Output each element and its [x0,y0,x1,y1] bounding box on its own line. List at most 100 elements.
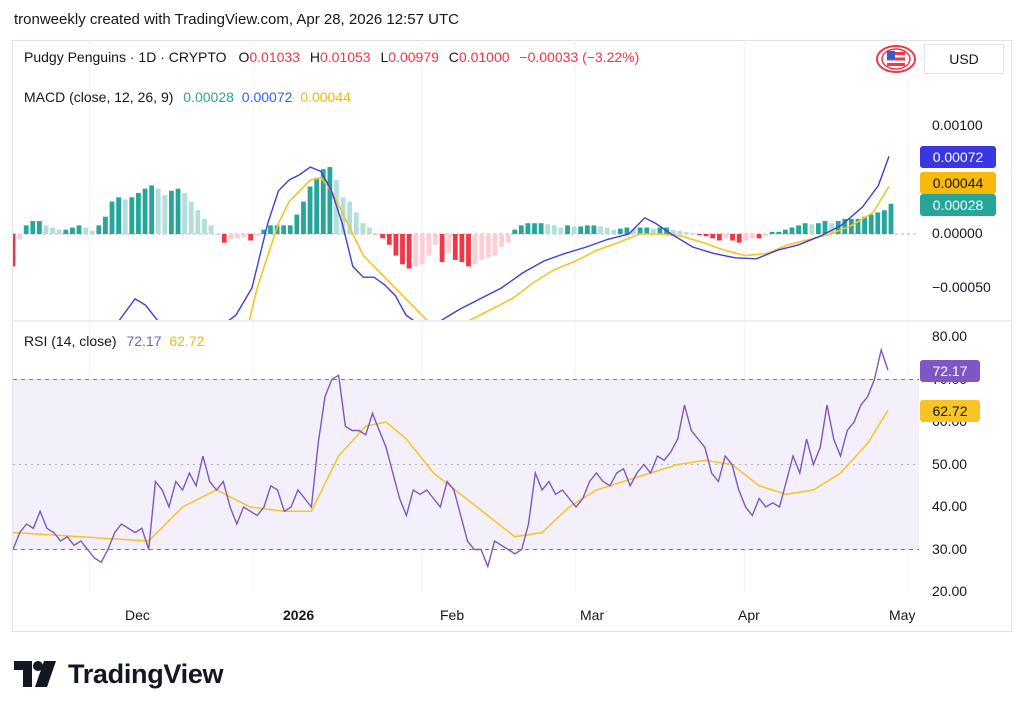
macd-histogram-bar [373,234,379,235]
macd-histogram-bar [294,214,300,234]
rsi-value: 72.17 [126,333,162,349]
macd-histogram-bar [683,231,689,234]
macd-histogram-bar [169,190,174,234]
axes [12,320,1012,322]
rsi-y-tick-label: 30.00 [932,540,968,557]
macd-histogram-bar [96,225,102,234]
macd-histogram-bar [446,234,452,254]
macd-histogram-bar [109,201,115,234]
macd-histogram-bar [70,227,75,234]
macd-histogram-bar [406,234,412,269]
macd-histogram-bar [749,234,755,239]
macd-histogram-bar [353,212,359,234]
currency-button[interactable]: USD [924,44,1004,74]
macd-histogram-bar [862,216,867,234]
rsi-ma-line [13,410,889,542]
rsi-y-tick-label: 40.00 [932,498,968,514]
macd-histogram-bar [327,167,333,234]
macd-histogram-bar [30,221,36,234]
macd-histogram-bar [545,224,551,234]
macd-histogram-bar [591,225,597,234]
macd-histogram-bar [452,234,458,260]
rsi-y-tick-label: 50.00 [932,455,968,472]
macd-histogram-bar [419,234,425,265]
macd-histogram-bar [155,188,161,234]
x-tick-label: 2026 [283,607,315,623]
x-tick-label: Mar [580,607,605,623]
high-label: H [309,49,320,65]
symbol-legend: Pudgy Penguins · 1D · CRYPTO O0.01033 H0… [24,49,639,65]
macd-histogram-bar [254,234,260,237]
macd-legend-name[interactable]: MACD (close, 12, 26, 9) [24,89,174,105]
macd-histogram-bar [261,229,267,234]
macd-histogram-bar [763,234,768,237]
macd-histogram-bar [525,223,531,234]
macd-histogram-bar [215,234,221,235]
macd-histogram-bar [809,224,815,234]
macd-histogram-bar [228,234,234,240]
macd-signal-badge: 0.00044 [920,172,996,194]
rsi-band [13,379,919,550]
macd-histogram-bar [888,203,894,234]
macd-histogram-bar [162,195,168,234]
macd-histogram-bar [314,177,320,234]
macd-histogram-bar [881,210,887,234]
macd-histogram-bar [505,234,511,243]
macd-histogram-bar [386,234,392,245]
chart-credit: tronweekly created with TradingView.com,… [14,11,459,28]
open-value: 0.01033 [249,49,300,65]
macd-histogram-bar [624,227,630,234]
macd-histogram-bar [815,223,821,234]
macd-histogram-bar [23,225,29,234]
high-value: 0.01053 [319,49,371,65]
macd-histogram-bar [307,186,313,234]
macd-histogram-bar [848,218,854,234]
us-flag-icon[interactable] [876,45,916,73]
rsi-ma-value: 62.72 [169,333,205,349]
macd-histogram-bar [241,234,247,238]
macd-histogram-bar [433,234,438,245]
macd-histogram-bar [723,234,729,239]
macd-histogram-bar [690,232,696,234]
macd-histogram-bar [565,225,570,234]
macd-histogram-bar [538,223,544,234]
macd-histogram-bar [83,227,89,234]
macd-histogram-bar [584,225,590,234]
macd-histogram-bar [221,234,227,243]
rsi-legend-name[interactable]: RSI (14, close) [24,333,117,349]
x-tick-label: May [889,607,916,623]
close-label: C [448,49,459,65]
macd-histogram-bar [466,234,471,267]
macd-histogram-bar [578,226,584,234]
macd-histogram-bar [604,227,610,234]
open-label: O [238,49,250,65]
chart-frame [12,40,1012,632]
macd-histogram-bar [657,227,663,234]
x-tick-label: Apr [738,607,760,623]
macd-histogram-bar [248,234,254,241]
macd-histogram-bar [89,230,95,234]
rsi-pane [13,347,919,569]
macd-y-tick-label: 0.00100 [932,117,983,133]
macd-histogram-bar [320,169,326,234]
macd-histogram-bar [413,234,419,267]
symbol-name[interactable]: Pudgy Penguins · 1D · CRYPTO [24,49,227,65]
macd-histogram-bar [598,226,603,234]
rsi-legend: RSI (14, close) 72.17 62.72 [24,333,204,349]
macd-histogram-bar [716,234,722,241]
macd-line [118,155,890,320]
macd-histogram-bar [459,234,465,263]
macd-histogram-bar [670,229,676,234]
macd-histogram-bar [63,229,69,234]
macd-histogram-bar [426,234,432,256]
macd-histogram-bar [56,229,62,234]
macd-histogram-bar [743,234,749,241]
rsi-y-tick-label: 20.00 [932,583,968,599]
rsi-ma-badge: 62.72 [920,400,980,422]
macd-histogram-bar [188,201,194,234]
macd-signal-line [248,176,890,320]
low-value: 0.00979 [388,49,439,65]
macd-histogram-bar [518,225,524,234]
macd-histogram-bar [677,230,683,234]
